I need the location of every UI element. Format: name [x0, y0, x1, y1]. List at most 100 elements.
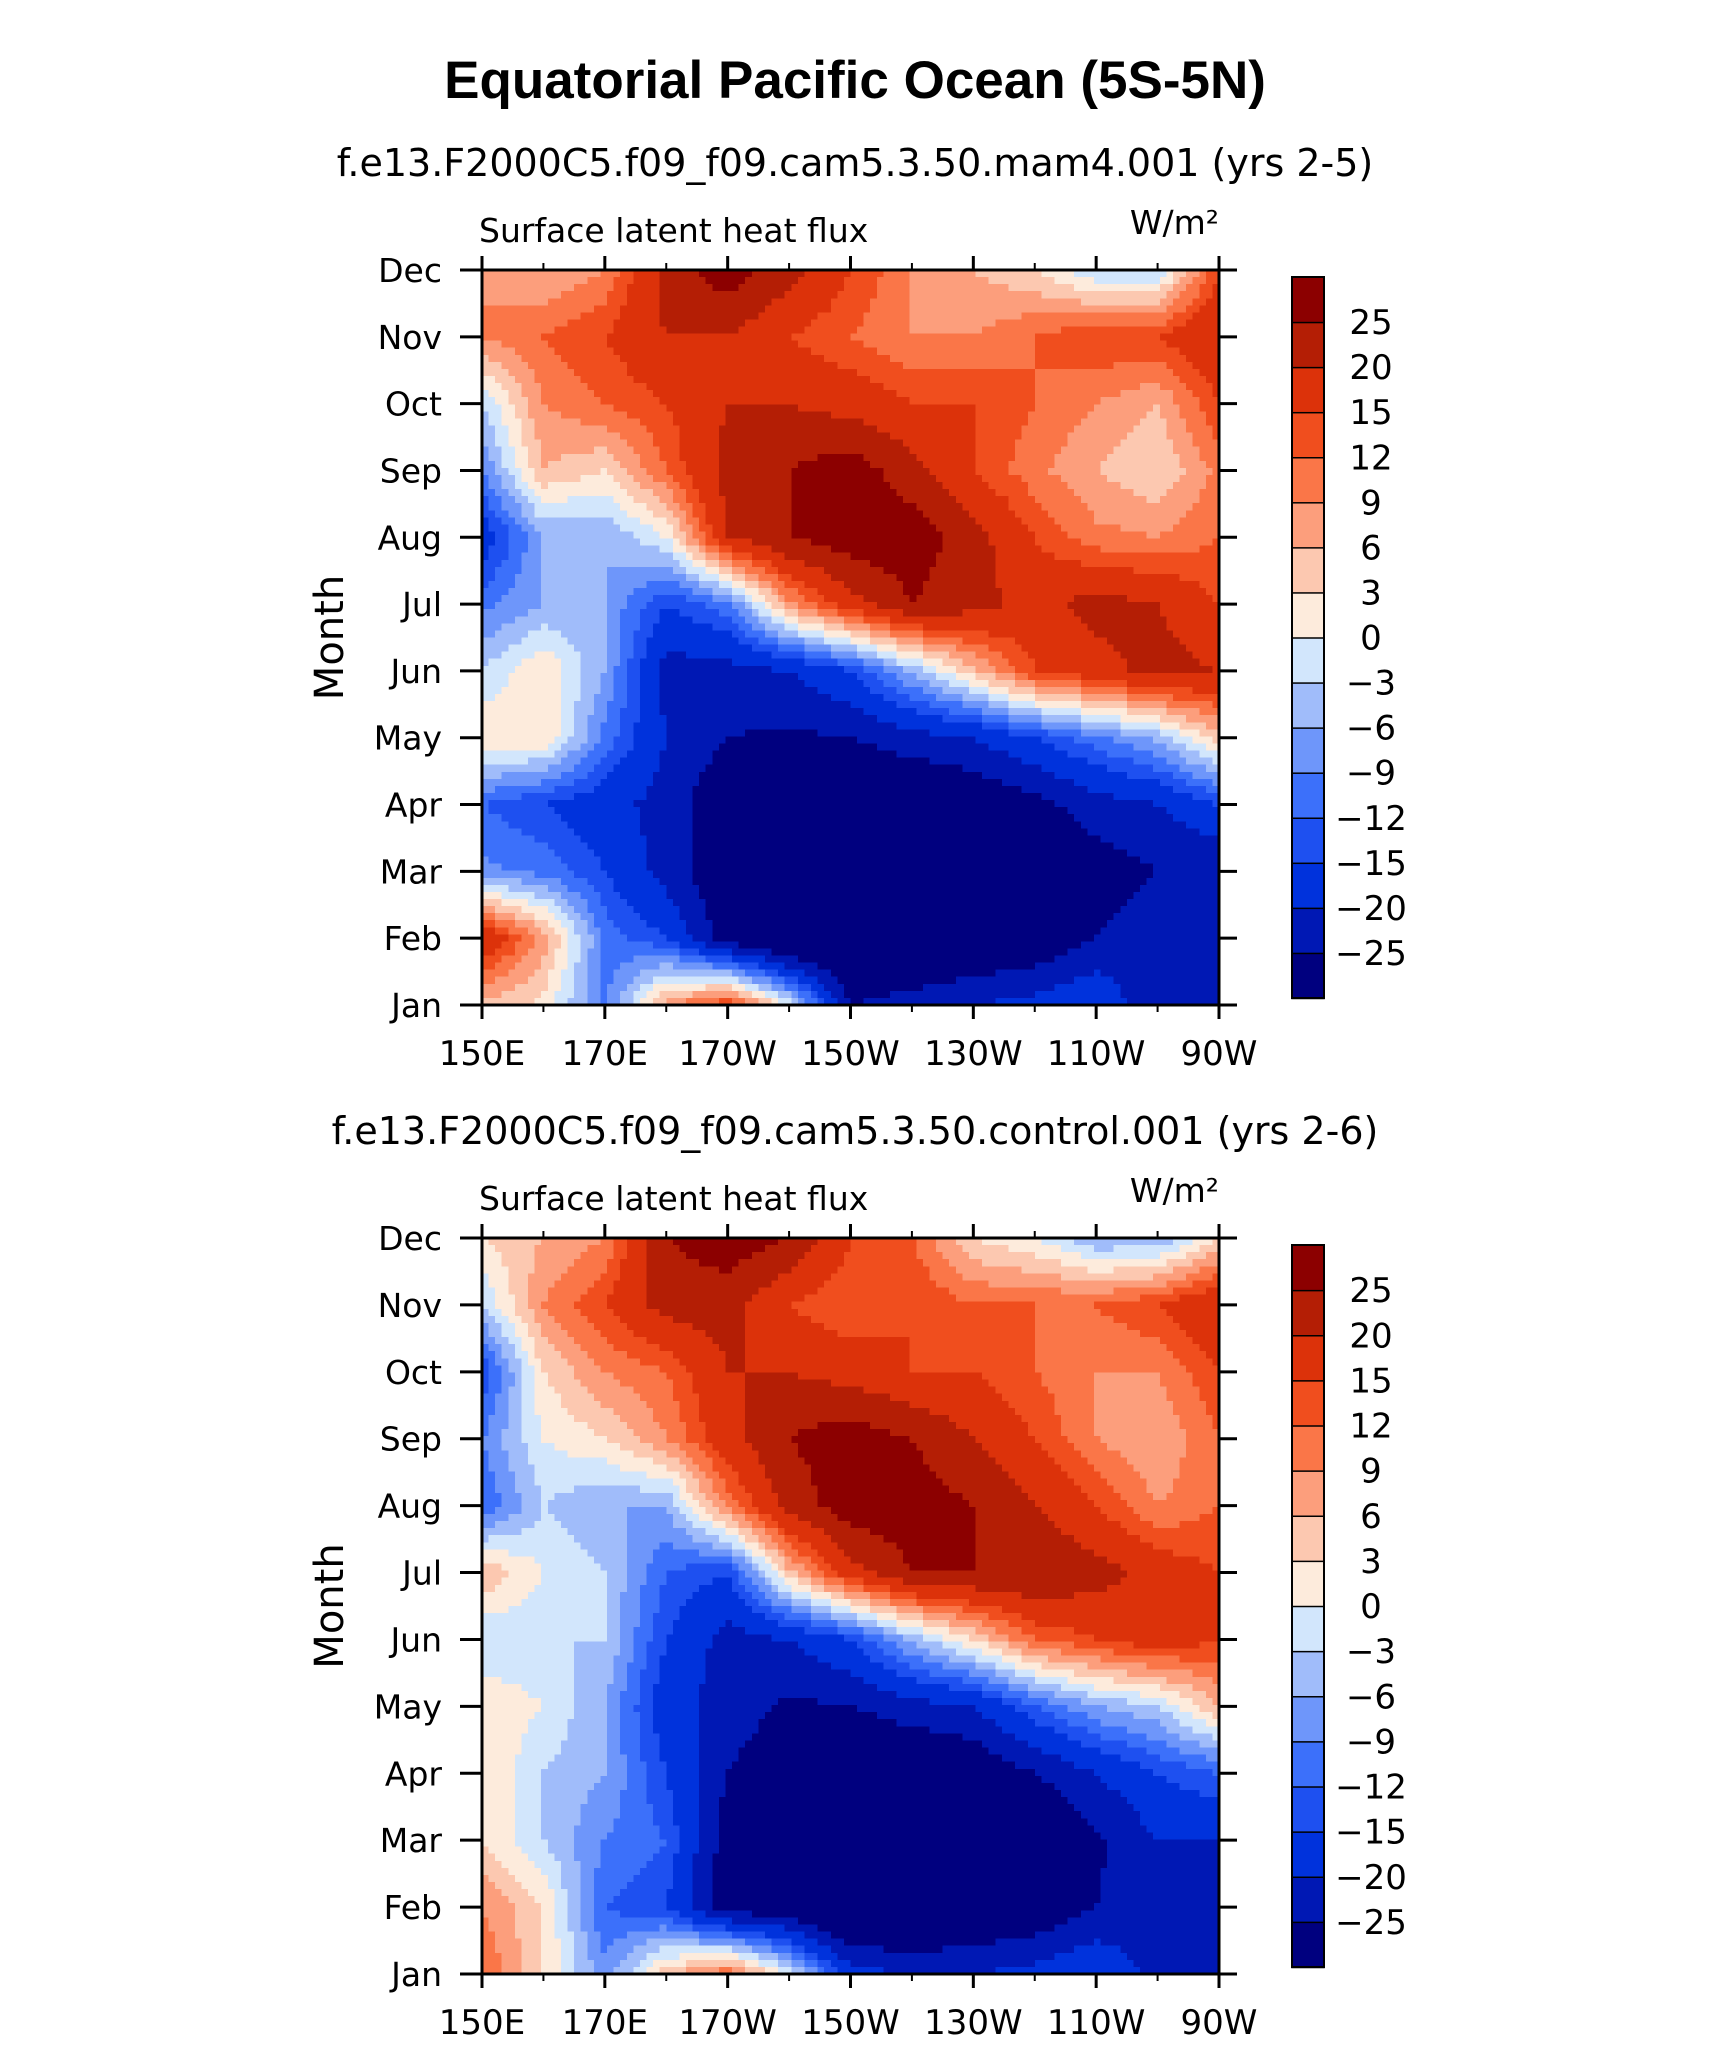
heatmap-cell: [1101, 291, 1108, 299]
heatmap-cell: [653, 496, 660, 504]
heatmap-cell: [758, 376, 765, 384]
heatmap-cell: [844, 581, 851, 589]
heatmap-cell: [521, 475, 528, 483]
heatmap-cell: [1008, 574, 1015, 582]
heatmap-cell: [765, 475, 772, 483]
heatmap-cell: [837, 305, 844, 313]
heatmap-cell: [1180, 489, 1187, 497]
heatmap-cell: [1022, 468, 1029, 476]
heatmap-cell: [943, 496, 950, 504]
heatmap-cell: [502, 369, 509, 377]
heatmap-cell: [870, 433, 877, 441]
heatmap-cell: [561, 418, 568, 426]
heatmap-cell: [1087, 447, 1094, 455]
heatmap-cell: [857, 376, 864, 384]
heatmap-cell: [712, 418, 719, 426]
heatmap-cell: [1068, 341, 1075, 349]
heatmap-cell: [568, 284, 575, 292]
heatmap-cell: [1022, 362, 1029, 370]
heatmap-cell: [1054, 305, 1061, 313]
heatmap-cell: [989, 390, 996, 398]
heatmap-cell: [1068, 517, 1075, 525]
heatmap-cell: [515, 284, 522, 292]
heatmap-cell: [489, 312, 496, 320]
heatmap-cell: [739, 510, 746, 518]
heatmap-cell: [804, 298, 811, 306]
heatmap-cell: [1041, 277, 1048, 285]
heatmap-cell: [837, 574, 844, 582]
heatmap-cell: [1094, 468, 1101, 476]
heatmap-cell: [903, 496, 910, 504]
heatmap-cell: [561, 319, 568, 327]
heatmap-cell: [897, 341, 904, 349]
heatmap-cell: [673, 489, 680, 497]
heatmap-cell: [765, 546, 772, 554]
heatmap-cell: [508, 482, 515, 490]
heatmap-cell: [778, 567, 785, 575]
heatmap-cell: [989, 298, 996, 306]
heatmap-cell: [995, 425, 1002, 433]
heatmap-cell: [495, 305, 502, 313]
heatmap-cell: [633, 574, 640, 582]
heatmap-cell: [673, 298, 680, 306]
heatmap-cell: [1074, 305, 1081, 313]
heatmap-cell: [844, 546, 851, 554]
heatmap-cell: [883, 284, 890, 292]
heatmap-cell: [1035, 362, 1042, 370]
heatmap-cell: [502, 560, 509, 568]
heatmap-cell: [627, 284, 634, 292]
heatmap-cell: [725, 425, 732, 433]
heatmap-cell: [600, 531, 607, 539]
heatmap-cell: [883, 581, 890, 589]
heatmap-cell: [725, 433, 732, 441]
heatmap-cell: [548, 567, 555, 575]
heatmap-cell: [568, 468, 575, 476]
heatmap-cell: [949, 362, 956, 370]
heatmap-cell: [502, 539, 509, 547]
heatmap-cell: [890, 369, 897, 377]
heatmap-cell: [587, 277, 594, 285]
heatmap-cell: [969, 433, 976, 441]
heatmap-cell: [673, 341, 680, 349]
heatmap-cell: [1068, 531, 1075, 539]
heatmap-cell: [936, 369, 943, 377]
heatmap-cell: [535, 291, 542, 299]
heatmap-cell: [969, 539, 976, 547]
heatmap-cell: [1081, 461, 1088, 469]
heatmap-cell: [732, 447, 739, 455]
heatmap-cell: [1048, 383, 1055, 391]
heatmap-cell: [1048, 369, 1055, 377]
heatmap-cell: [1015, 524, 1022, 532]
heatmap-cell: [1199, 348, 1206, 356]
heatmap-cell: [811, 489, 818, 497]
heatmap-cell: [936, 461, 943, 469]
heatmap-cell: [739, 418, 746, 426]
heatmap-cell: [607, 362, 614, 370]
heatmap-cell: [745, 390, 752, 398]
heatmap-cell: [1008, 489, 1015, 497]
heatmap-cell: [1022, 482, 1029, 490]
heatmap-cell: [1160, 553, 1167, 561]
heatmap-cell: [725, 305, 732, 313]
heatmap-cell: [732, 539, 739, 547]
heatmap-cell: [561, 397, 568, 405]
heatmap-cell: [1035, 305, 1042, 313]
heatmap-cell: [1120, 524, 1127, 532]
heatmap-cell: [857, 383, 864, 391]
heatmap-cell: [745, 503, 752, 511]
heatmap-cell: [916, 376, 923, 384]
heatmap-cell: [594, 503, 601, 511]
heatmap-cell: [581, 327, 588, 335]
heatmap-cell: [758, 390, 765, 398]
heatmap-cell: [647, 397, 654, 405]
heatmap-cell: [620, 461, 627, 469]
heatmap-cell: [508, 567, 515, 575]
heatmap-cell: [765, 404, 772, 412]
heatmap-cell: [627, 327, 634, 335]
heatmap-cell: [864, 574, 871, 582]
heatmap-cell: [528, 327, 535, 335]
heatmap-cell: [949, 383, 956, 391]
heatmap-cell: [548, 397, 555, 405]
heatmap-cell: [1008, 291, 1015, 299]
heatmap-cell: [725, 418, 732, 426]
